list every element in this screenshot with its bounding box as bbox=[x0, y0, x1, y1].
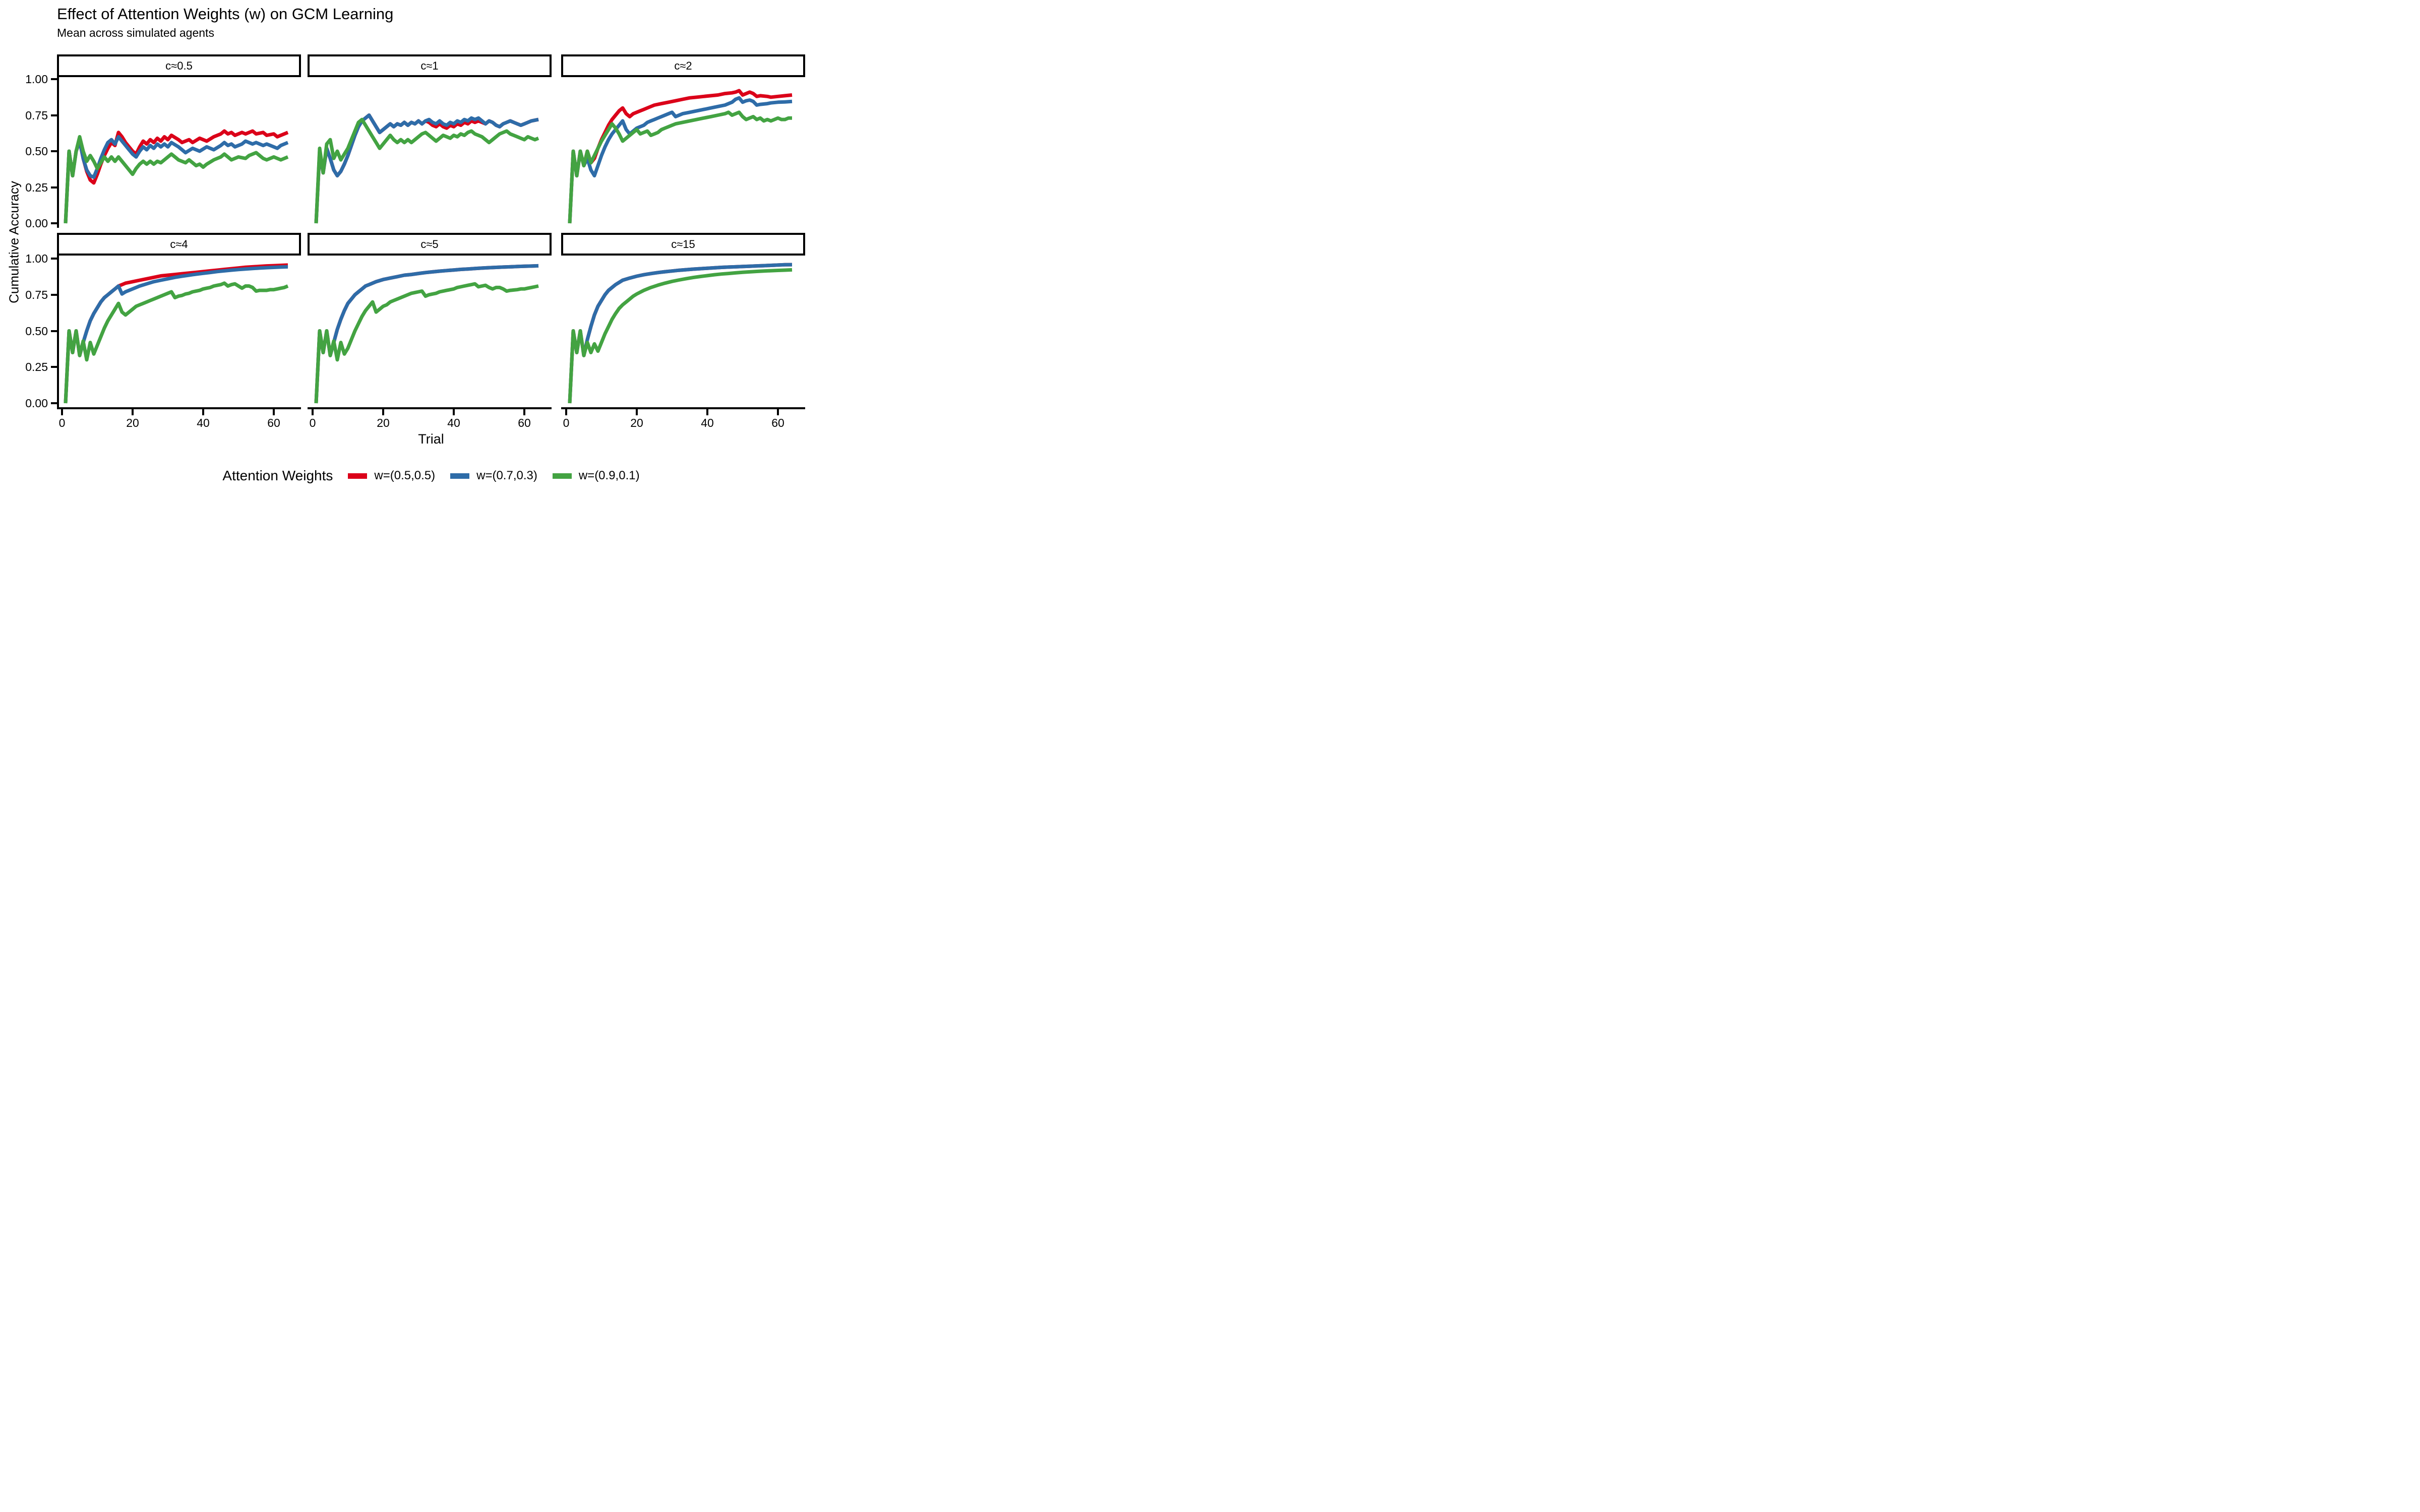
chart-title: Effect of Attention Weights (w) on GCM L… bbox=[57, 5, 394, 23]
series-line-w=(0.7,0.3) bbox=[64, 135, 289, 224]
x-axis-tick bbox=[132, 409, 134, 415]
y-tick-label: 0.50 bbox=[25, 145, 48, 158]
x-axis-tick bbox=[453, 409, 455, 415]
series-line-w=(0.9,0.1) bbox=[314, 282, 539, 404]
series-line-w=(0.7,0.3) bbox=[64, 265, 288, 404]
chart-subtitle: Mean across simulated agents bbox=[57, 26, 214, 39]
x-axis-line bbox=[308, 407, 552, 409]
series-line-w=(0.5,0.5) bbox=[64, 129, 289, 224]
y-axis-line bbox=[57, 76, 59, 228]
series-line-w=(0.5,0.5) bbox=[568, 89, 793, 224]
legend-key-green-line bbox=[552, 473, 572, 479]
y-axis-tick bbox=[51, 258, 57, 260]
y-tick-label: 0.75 bbox=[25, 288, 48, 301]
x-axis-line bbox=[57, 407, 301, 409]
facet-label: c≈2 bbox=[674, 59, 692, 72]
x-tick-label: 0 bbox=[309, 416, 316, 429]
x-axis-tick bbox=[777, 409, 779, 415]
y-axis-tick bbox=[51, 222, 57, 224]
y-tick-label: 0.00 bbox=[25, 397, 48, 410]
legend-label-blue: w=(0.7,0.3) bbox=[476, 469, 537, 482]
series-line-w=(0.9,0.1) bbox=[568, 268, 793, 404]
y-axis-line bbox=[57, 254, 59, 409]
legend-label-green: w=(0.9,0.1) bbox=[578, 469, 640, 482]
x-axis-line bbox=[561, 407, 805, 409]
y-tick-label: 0.25 bbox=[25, 180, 48, 194]
x-tick-label: 20 bbox=[126, 416, 139, 429]
y-tick-label: 0.50 bbox=[25, 324, 48, 338]
x-tick-label: 0 bbox=[58, 416, 66, 429]
x-tick-label: 40 bbox=[701, 416, 714, 429]
facet-label: c≈15 bbox=[671, 237, 695, 250]
y-axis-tick bbox=[51, 78, 57, 80]
series-line-w=(0.7,0.3) bbox=[568, 96, 793, 224]
series-lines-layer bbox=[64, 89, 793, 404]
x-axis-tick bbox=[382, 409, 384, 415]
x-tick-label: 40 bbox=[197, 416, 210, 429]
series-line-w=(0.7,0.3) bbox=[314, 264, 539, 404]
x-tick-label: 60 bbox=[771, 416, 784, 429]
facet-strip: c≈2 bbox=[561, 54, 805, 77]
series-line-w=(0.5,0.5) bbox=[64, 263, 288, 404]
facet-strip: c≈5 bbox=[308, 233, 552, 256]
x-axis-tick bbox=[202, 409, 204, 415]
x-tick-label: 60 bbox=[267, 416, 280, 429]
x-axis-tick bbox=[565, 409, 567, 415]
y-tick-label: 0.00 bbox=[25, 217, 48, 230]
facet-label: c≈1 bbox=[420, 59, 439, 72]
x-tick-label: 0 bbox=[563, 416, 570, 429]
facet-label: c≈4 bbox=[170, 237, 188, 250]
y-tick-label: 1.00 bbox=[25, 73, 48, 86]
x-tick-label: 60 bbox=[518, 416, 531, 429]
y-axis-tick bbox=[51, 293, 57, 296]
x-axis-tick bbox=[61, 409, 63, 415]
x-axis-tick bbox=[636, 409, 638, 415]
facet-strip: c≈4 bbox=[57, 233, 301, 256]
legend-key-red-line bbox=[348, 473, 368, 479]
x-axis-tick bbox=[312, 409, 314, 415]
legend-label-red: w=(0.5,0.5) bbox=[374, 469, 436, 482]
series-line-w=(0.5,0.5) bbox=[314, 264, 539, 404]
figure: Effect of Attention Weights (w) on GCM L… bbox=[0, 0, 807, 504]
y-axis-tick bbox=[51, 186, 57, 188]
series-line-w=(0.9,0.1) bbox=[64, 135, 289, 224]
facet-strip: c≈15 bbox=[561, 233, 805, 256]
series-line-w=(0.7,0.3) bbox=[568, 263, 793, 404]
facet-strip: c≈0.5 bbox=[57, 54, 301, 77]
x-axis-tick bbox=[273, 409, 275, 415]
y-axis-tick bbox=[51, 402, 57, 404]
legend-key-blue-line bbox=[450, 473, 470, 479]
x-tick-label: 20 bbox=[630, 416, 643, 429]
legend-entry-blue: w=(0.7,0.3) bbox=[450, 469, 537, 483]
x-axis-tick bbox=[706, 409, 708, 415]
y-axis-tick bbox=[51, 114, 57, 116]
legend: Attention Weights w=(0.5,0.5) w=(0.7,0.3… bbox=[57, 468, 805, 484]
facet-label: c≈5 bbox=[420, 237, 439, 250]
y-axis-tick bbox=[51, 330, 57, 332]
series-line-w=(0.7,0.3) bbox=[314, 113, 539, 224]
series-line-w=(0.9,0.1) bbox=[568, 110, 792, 224]
y-tick-label: 0.75 bbox=[25, 108, 48, 122]
x-tick-label: 40 bbox=[447, 416, 460, 429]
y-tick-label: 1.00 bbox=[25, 252, 48, 265]
x-axis-title: Trial bbox=[418, 431, 444, 447]
series-line-w=(0.9,0.1) bbox=[314, 117, 539, 224]
x-axis-tick bbox=[523, 409, 525, 415]
legend-title: Attention Weights bbox=[222, 468, 333, 483]
facet-strip: c≈1 bbox=[308, 54, 552, 77]
x-tick-label: 20 bbox=[377, 416, 390, 429]
y-axis-tick bbox=[51, 150, 57, 152]
series-line-w=(0.9,0.1) bbox=[64, 281, 289, 404]
facet-label: c≈0.5 bbox=[165, 59, 193, 72]
legend-entry-red: w=(0.5,0.5) bbox=[348, 469, 435, 483]
y-tick-label: 0.25 bbox=[25, 360, 48, 374]
legend-entry-green: w=(0.9,0.1) bbox=[552, 469, 640, 483]
y-axis-tick bbox=[51, 366, 57, 368]
